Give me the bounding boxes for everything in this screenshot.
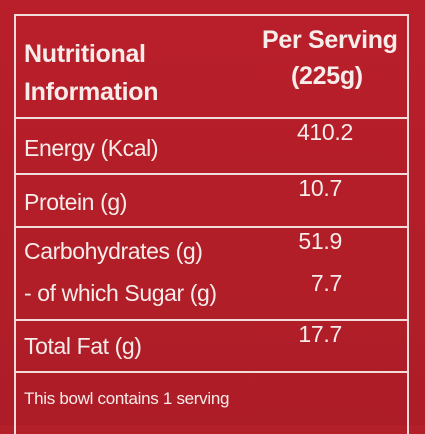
divider-header <box>14 117 409 119</box>
row-value-protein: 10.7 <box>298 175 342 201</box>
row-label-total-fat: Total Fat (g) <box>24 333 142 359</box>
divider-protein <box>14 226 409 228</box>
row-label-sugar: - of which Sugar (g) <box>24 280 217 306</box>
row-value-carbohydrates: 51.9 <box>298 228 342 254</box>
row-label-protein: Protein (g) <box>24 189 127 215</box>
row-value-energy: 410.2 <box>296 119 353 145</box>
row-value-sugar: 7.7 <box>310 270 342 296</box>
header-title-line1: Nutritional <box>24 40 146 68</box>
header-serving-line2: (225g) <box>291 62 363 90</box>
row-value-total-fat: 17.7 <box>298 321 342 347</box>
header-title-line2: Information <box>24 78 159 106</box>
serving-note: This bowl contains 1 serving <box>24 389 230 408</box>
nutrition-table <box>14 14 409 434</box>
divider-fat <box>14 371 409 373</box>
divider-carbs <box>14 319 409 321</box>
header-serving-line1: Per Serving <box>262 26 398 54</box>
divider-energy <box>14 173 409 175</box>
row-label-carbohydrates: Carbohydrates (g) <box>24 238 203 264</box>
row-label-energy: Energy (Kcal) <box>24 135 159 161</box>
